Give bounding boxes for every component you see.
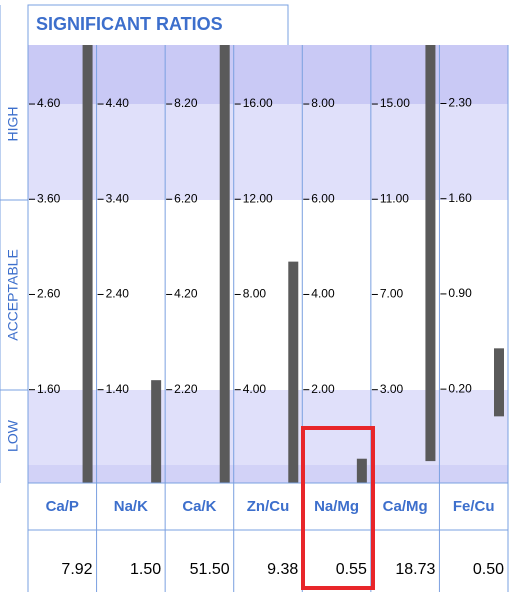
value-label: 0.50 <box>473 561 504 578</box>
tick-label: 11.00 <box>380 191 409 205</box>
high-zone <box>28 104 508 200</box>
category-label: Ca/Mg <box>383 498 428 515</box>
value-label: 51.50 <box>190 561 230 578</box>
bar <box>494 348 504 417</box>
tick-label: 3.40 <box>106 191 130 205</box>
bar <box>288 261 299 483</box>
category-label: Na/Mg <box>314 498 359 515</box>
low-zone-bottom <box>28 465 508 483</box>
tick-label: 4.00 <box>311 287 335 301</box>
tick-label: 4.00 <box>243 382 267 396</box>
tick-label: 3.00 <box>380 382 404 396</box>
value-label: 18.73 <box>395 561 435 578</box>
tick-label: 1.60 <box>37 382 61 396</box>
title-tab <box>27 4 289 45</box>
bar <box>356 458 367 483</box>
tick-label: 4.20 <box>174 287 198 301</box>
tick-label: 4.60 <box>37 96 61 110</box>
tick-label: 1.40 <box>106 382 130 396</box>
tick-label: 6.20 <box>174 191 198 205</box>
tick-label: 6.00 <box>311 191 335 205</box>
value-label: 1.50 <box>130 561 161 578</box>
zone-label: ACCEPTABLE <box>5 249 21 341</box>
zone-label: LOW <box>5 419 21 452</box>
category-label: Fe/Cu <box>453 498 495 515</box>
tick-label: 1.60 <box>448 191 472 205</box>
tick-label: 0.20 <box>448 381 472 395</box>
category-label: Na/K <box>114 498 148 515</box>
tick-label: 0.90 <box>448 286 472 300</box>
bar <box>219 45 230 483</box>
category-label: Ca/K <box>182 498 216 515</box>
tick-label: 7.00 <box>380 287 404 301</box>
highlight <box>301 426 375 590</box>
tick-label: 2.60 <box>37 287 61 301</box>
tick-label: 15.00 <box>380 96 410 110</box>
value-label: 0.55 <box>336 561 367 578</box>
title: SIGNIFICANT RATIOS <box>36 14 223 34</box>
tick-label: 12.00 <box>243 191 273 205</box>
category-label: Zn/Cu <box>247 498 290 515</box>
tick-label: 8.20 <box>174 96 198 110</box>
tick-label: 3.60 <box>37 191 61 205</box>
bar <box>151 380 162 483</box>
bar <box>425 45 436 462</box>
tick-label: 2.00 <box>311 382 335 396</box>
zone-label: HIGH <box>5 107 21 142</box>
value-label: 7.92 <box>61 561 92 578</box>
category-label: Ca/P <box>46 498 79 515</box>
tick-label: 2.40 <box>106 287 130 301</box>
value-label: 9.38 <box>267 561 298 578</box>
tick-label: 8.00 <box>243 287 267 301</box>
tick-label: 16.00 <box>243 96 273 110</box>
bar <box>82 45 93 483</box>
tick-label: 2.20 <box>174 382 198 396</box>
tick-label: 2.30 <box>448 96 472 110</box>
tick-label: 4.40 <box>106 96 130 110</box>
tick-label: 8.00 <box>311 96 335 110</box>
high-zone-top <box>28 45 508 104</box>
